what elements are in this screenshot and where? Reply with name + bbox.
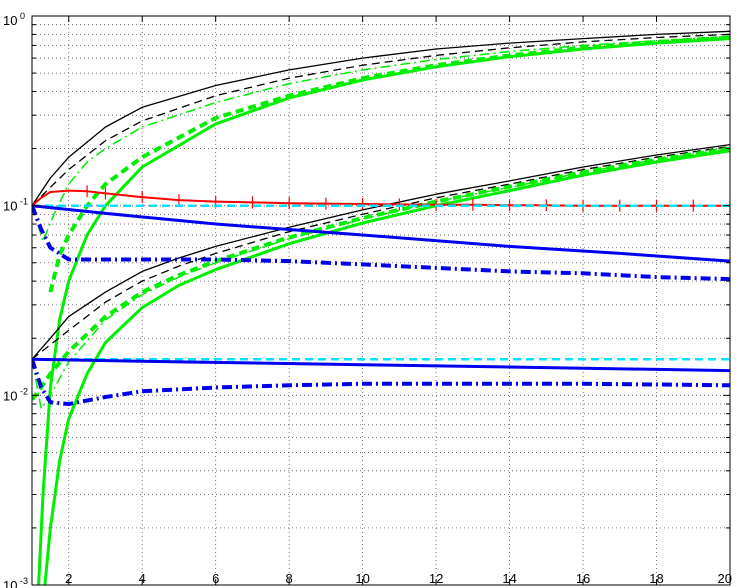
x-tick-label: 18 [649, 571, 663, 586]
y-tick-label: 10 [3, 388, 17, 403]
x-tick-label: 10 [355, 571, 369, 586]
series-line-9 [43, 149, 730, 585]
axis-ticks [32, 15, 731, 586]
series-line-16 [32, 357, 730, 373]
series-line-7 [32, 145, 730, 360]
x-tick-label: 6 [212, 571, 219, 586]
series-line-17 [32, 358, 730, 406]
y-tick-exponent: -3 [20, 576, 28, 586]
plot-frame [31, 15, 731, 586]
y-tick-label: 10 [3, 578, 17, 588]
y-tick-label: 10 [3, 13, 17, 28]
x-tick-label: 16 [576, 571, 590, 586]
y-tick-exponent: 0 [20, 11, 25, 21]
x-tick-label: 2 [65, 571, 72, 586]
x-tick-label: 8 [286, 571, 293, 586]
series-group [32, 30, 730, 585]
x-tick-label: 14 [502, 571, 516, 586]
series-line-6 [32, 143, 730, 360]
x-tick-label: 4 [139, 571, 146, 586]
series-line-13 [32, 204, 730, 263]
x-tick-label: 12 [429, 571, 443, 586]
y-tick-label: 10 [3, 199, 17, 214]
series-line-2 [32, 33, 730, 207]
series-line-14 [32, 204, 730, 282]
x-tick-label: 20 [718, 571, 732, 586]
y-tick-exponent: -2 [20, 386, 28, 396]
series-line-1 [32, 30, 730, 207]
y-tick-exponent: -1 [20, 197, 28, 207]
plot-background [32, 16, 730, 585]
series-line-5 [48, 35, 730, 293]
